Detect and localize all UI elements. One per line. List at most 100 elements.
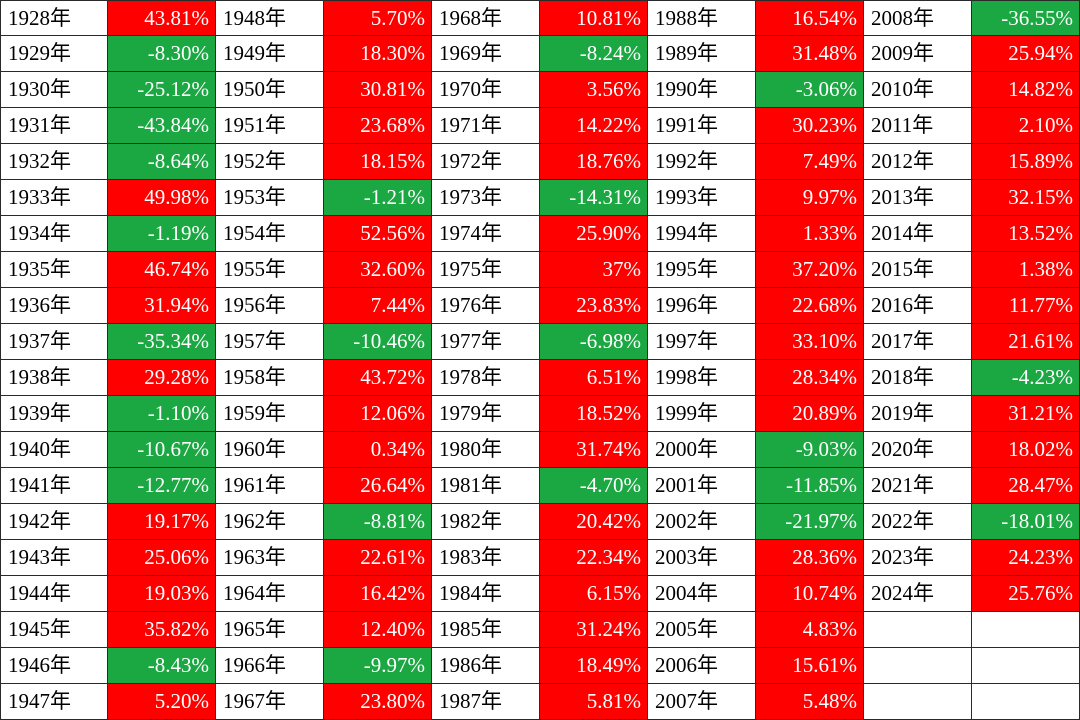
year-cell: 1970 年	[432, 72, 540, 108]
year-suffix: 年	[265, 653, 286, 677]
year-cell: 1973 年	[432, 180, 540, 216]
year-cell: 1975 年	[432, 252, 540, 288]
year-cell: 1981 年	[432, 468, 540, 504]
year-cell: 1960 年	[216, 432, 324, 468]
year-suffix: 年	[697, 581, 718, 605]
year-suffix: 年	[481, 185, 502, 209]
year-suffix: 年	[265, 365, 286, 389]
year-suffix: 年	[697, 437, 718, 461]
year-suffix: 年	[50, 401, 71, 425]
year-suffix: 年	[50, 329, 71, 353]
year-cell: 1988 年	[648, 0, 756, 36]
return-cell: 23.83%	[540, 288, 648, 324]
return-cell: 14.22%	[540, 108, 648, 144]
return-cell: 37.20%	[756, 252, 864, 288]
year-cell: 1955 年	[216, 252, 324, 288]
return-cell: 29.28%	[108, 360, 216, 396]
empty-cell	[864, 648, 972, 684]
year-suffix: 年	[50, 257, 71, 281]
year-cell: 1983 年	[432, 540, 540, 576]
year-cell: 1959 年	[216, 396, 324, 432]
return-cell: 32.15%	[972, 180, 1080, 216]
year-suffix: 年	[265, 257, 286, 281]
return-cell: 1.38%	[972, 252, 1080, 288]
return-cell: 33.10%	[756, 324, 864, 360]
year-suffix: 年	[697, 113, 718, 137]
year-cell: 1945 年	[0, 612, 108, 648]
year-suffix: 年	[265, 617, 286, 641]
return-cell: 28.34%	[756, 360, 864, 396]
year-cell: 1943 年	[0, 540, 108, 576]
return-cell: 22.68%	[756, 288, 864, 324]
year-cell: 1946 年	[0, 648, 108, 684]
year-suffix: 年	[265, 509, 286, 533]
year-suffix: 年	[50, 77, 71, 101]
year-suffix: 年	[913, 401, 934, 425]
year-cell: 2024 年	[864, 576, 972, 612]
year-suffix: 年	[265, 149, 286, 173]
year-suffix: 年	[697, 149, 718, 173]
year-cell: 1965 年	[216, 612, 324, 648]
year-cell: 2022 年	[864, 504, 972, 540]
return-cell: -1.10%	[108, 396, 216, 432]
year-cell: 1982 年	[432, 504, 540, 540]
year-suffix: 年	[697, 293, 718, 317]
year-cell: 1966 年	[216, 648, 324, 684]
return-cell: 22.34%	[540, 540, 648, 576]
year-cell: 1978 年	[432, 360, 540, 396]
year-cell: 1962 年	[216, 504, 324, 540]
return-cell: 43.72%	[324, 360, 432, 396]
year-suffix: 年	[481, 113, 502, 137]
year-cell: 1936 年	[0, 288, 108, 324]
year-suffix: 年	[265, 581, 286, 605]
return-cell: 31.21%	[972, 396, 1080, 432]
year-cell: 2018 年	[864, 360, 972, 396]
year-suffix: 年	[913, 5, 934, 30]
year-cell: 1947 年	[0, 684, 108, 720]
return-cell: 12.40%	[324, 612, 432, 648]
return-cell: -4.23%	[972, 360, 1080, 396]
return-cell: -1.19%	[108, 216, 216, 252]
return-cell: 25.94%	[972, 36, 1080, 72]
year-cell: 1971 年	[432, 108, 540, 144]
return-cell: -8.43%	[108, 648, 216, 684]
year-cell: 1974 年	[432, 216, 540, 252]
return-cell: -11.85%	[756, 468, 864, 504]
year-suffix: 年	[481, 689, 502, 713]
year-cell: 2000 年	[648, 432, 756, 468]
year-suffix: 年	[913, 437, 934, 461]
year-cell: 2005 年	[648, 612, 756, 648]
year-suffix: 年	[697, 77, 718, 101]
year-cell: 1972 年	[432, 144, 540, 180]
year-suffix: 年	[265, 293, 286, 317]
year-cell: 1964 年	[216, 576, 324, 612]
year-suffix: 年	[481, 293, 502, 317]
return-cell: 18.15%	[324, 144, 432, 180]
year-cell: 2006 年	[648, 648, 756, 684]
year-cell: 1944 年	[0, 576, 108, 612]
year-cell: 1987 年	[432, 684, 540, 720]
year-cell: 2007 年	[648, 684, 756, 720]
year-suffix: 年	[913, 185, 934, 209]
year-suffix: 年	[697, 257, 718, 281]
return-cell: -10.67%	[108, 432, 216, 468]
year-suffix: 年	[697, 509, 718, 533]
year-cell: 1952 年	[216, 144, 324, 180]
return-cell: 5.20%	[108, 684, 216, 720]
year-suffix: 年	[481, 545, 502, 569]
year-cell: 1967 年	[216, 684, 324, 720]
year-suffix: 年	[265, 545, 286, 569]
year-cell: 1990 年	[648, 72, 756, 108]
return-cell: -25.12%	[108, 72, 216, 108]
year-cell: 2023 年	[864, 540, 972, 576]
year-suffix: 年	[697, 41, 718, 65]
return-cell: 1.33%	[756, 216, 864, 252]
year-suffix: 年	[50, 473, 71, 497]
return-cell: 10.74%	[756, 576, 864, 612]
return-cell: 32.60%	[324, 252, 432, 288]
return-cell: 4.83%	[756, 612, 864, 648]
return-cell: 30.23%	[756, 108, 864, 144]
year-cell: 1953 年	[216, 180, 324, 216]
year-cell: 1932 年	[0, 144, 108, 180]
year-suffix: 年	[697, 653, 718, 677]
